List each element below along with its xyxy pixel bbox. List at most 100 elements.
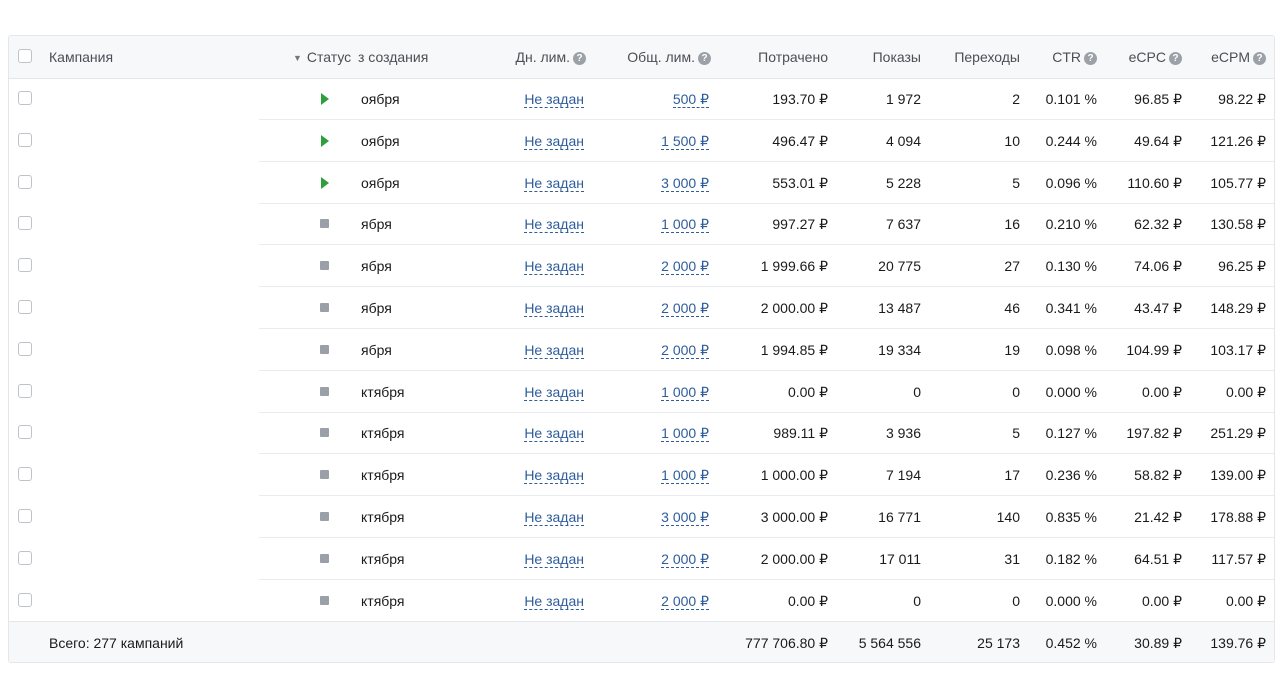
campaign-name[interactable] <box>49 580 249 622</box>
stop-icon[interactable] <box>320 219 329 229</box>
header-impressions[interactable]: Показы <box>872 49 921 65</box>
campaign-name[interactable] <box>49 496 249 538</box>
total-limit-link[interactable]: 2 000 ₽ <box>661 300 709 317</box>
daily-limit-link[interactable]: Не задан <box>524 550 584 568</box>
campaign-name[interactable] <box>49 412 249 454</box>
row-checkbox[interactable] <box>18 467 32 482</box>
table-row[interactable]: ября Не задан 2 000 ₽ 2 000.00 ₽ 13 487 46 0.3… <box>9 287 1274 329</box>
campaign-name[interactable] <box>49 329 249 371</box>
help-icon[interactable]: ? <box>1169 52 1182 65</box>
header-ctr[interactable]: CTR? <box>1052 36 1097 78</box>
select-all-checkbox[interactable] <box>18 49 32 63</box>
total-limit-link[interactable]: 1 500 ₽ <box>661 132 709 150</box>
total-limit-link[interactable]: 1 000 ₽ <box>661 425 709 443</box>
row-checkbox[interactable] <box>18 91 32 105</box>
campaign-name[interactable] <box>49 203 249 245</box>
stop-icon[interactable] <box>320 553 329 563</box>
header-daily-limit[interactable]: Дн. лим.? <box>516 36 586 78</box>
stop-icon[interactable] <box>320 261 329 271</box>
header-ecpm[interactable]: eCPM? <box>1211 36 1266 78</box>
row-checkbox[interactable] <box>18 550 32 565</box>
header-created[interactable]: з создания <box>358 49 429 65</box>
total-limit-link[interactable]: 2 000 ₽ <box>661 592 709 610</box>
help-icon[interactable]: ? <box>573 52 586 65</box>
daily-limit-link[interactable]: Не задан <box>524 509 584 526</box>
table-row[interactable]: оября Не задан 500 ₽ 193.70 ₽ 1 972 2 0.101 % 9… <box>9 78 1274 120</box>
table-row[interactable]: оября Не задан 3 000 ₽ 553.01 ₽ 5 228 5 0.096 … <box>9 162 1274 204</box>
total-limit-link[interactable]: 2 000 ₽ <box>661 258 709 276</box>
header-total-limit[interactable]: Общ. лим.? <box>627 36 711 78</box>
campaign-name[interactable] <box>49 538 249 580</box>
spent-value: 3 000.00 ₽ <box>760 509 828 525</box>
ecpc-value: 64.51 ₽ <box>1134 550 1182 567</box>
row-checkbox[interactable] <box>18 341 32 356</box>
daily-limit-link[interactable]: Не задан <box>524 300 584 317</box>
header-status[interactable]: ▼ Статус <box>293 36 351 78</box>
total-limit-link[interactable]: 1 000 ₽ <box>661 383 709 401</box>
total-limit-link[interactable]: 500 ₽ <box>672 91 709 108</box>
row-checkbox[interactable] <box>18 258 32 273</box>
row-checkbox[interactable] <box>18 300 32 314</box>
campaign-name[interactable] <box>49 287 249 329</box>
daily-limit-link[interactable]: Не задан <box>524 383 584 401</box>
row-checkbox[interactable] <box>18 425 32 440</box>
row-checkbox[interactable] <box>18 592 32 607</box>
header-spent[interactable]: Потрачено <box>758 49 828 65</box>
play-icon[interactable] <box>321 176 329 189</box>
daily-limit-link[interactable]: Не задан <box>524 341 584 359</box>
table-row[interactable]: ября Не задан 2 000 ₽ 1 994.85 ₽ 19 334 19 0.0… <box>9 329 1274 371</box>
table-row[interactable]: ктября Не задан 3 000 ₽ 3 000.00 ₽ 16 771 140… <box>9 496 1274 538</box>
play-icon[interactable] <box>321 93 329 105</box>
campaign-name[interactable] <box>49 454 249 496</box>
table-row[interactable]: ктября Не задан 2 000 ₽ 2 000.00 ₽ 17 011 31 0… <box>9 538 1274 580</box>
total-limit-link[interactable]: 2 000 ₽ <box>661 550 709 568</box>
campaign-name[interactable] <box>49 245 249 287</box>
campaign-name[interactable] <box>49 162 249 204</box>
campaign-name[interactable] <box>49 78 249 120</box>
play-icon[interactable] <box>321 134 329 147</box>
created-date: оября <box>361 174 400 191</box>
campaign-name[interactable] <box>49 371 249 413</box>
row-checkbox[interactable] <box>18 216 32 231</box>
stop-icon[interactable] <box>320 512 329 521</box>
daily-limit-link[interactable]: Не задан <box>524 216 584 234</box>
campaign-name[interactable] <box>49 120 249 162</box>
stop-icon[interactable] <box>320 303 329 312</box>
daily-limit-link[interactable]: Не задан <box>524 425 584 443</box>
total-limit-link[interactable]: 1 000 ₽ <box>661 467 709 485</box>
header-campaign[interactable]: Кампания <box>49 49 114 65</box>
daily-limit-link[interactable]: Не задан <box>524 258 584 276</box>
row-checkbox[interactable] <box>18 383 32 398</box>
total-limit-link[interactable]: 3 000 ₽ <box>661 509 709 526</box>
row-checkbox[interactable] <box>18 509 32 523</box>
daily-limit-link[interactable]: Не задан <box>524 467 584 485</box>
header-clicks[interactable]: Переходы <box>954 49 1020 65</box>
row-checkbox[interactable] <box>18 132 32 147</box>
table-row[interactable]: ября Не задан 2 000 ₽ 1 999.66 ₽ 20 775 27 0.1… <box>9 245 1274 288</box>
table-row[interactable]: ября Не задан 1 000 ₽ 997.27 ₽ 7 637 16 0.210 … <box>9 203 1274 246</box>
daily-limit-link[interactable]: Не задан <box>524 174 584 192</box>
help-icon[interactable]: ? <box>1253 52 1266 65</box>
row-checkbox[interactable] <box>18 174 32 189</box>
table-row[interactable]: ктября Не задан 1 000 ₽ 1 000.00 ₽ 7 194 17 0.… <box>9 454 1274 497</box>
stop-icon[interactable] <box>320 595 329 605</box>
total-limit-link[interactable]: 1 000 ₽ <box>661 216 709 234</box>
table-row[interactable]: ктября Не задан 1 000 ₽ 0.00 ₽ 0 0 0.000 % 0.00… <box>9 371 1274 413</box>
stop-icon[interactable] <box>320 386 329 396</box>
help-icon[interactable]: ? <box>1084 52 1097 65</box>
stop-icon[interactable] <box>320 344 329 354</box>
daily-limit-link[interactable]: Не задан <box>524 592 584 610</box>
stop-icon[interactable] <box>320 428 329 438</box>
total-limit-link[interactable]: 3 000 ₽ <box>661 174 709 192</box>
daily-limit-link[interactable]: Не задан <box>524 132 584 150</box>
stop-icon[interactable] <box>320 470 329 480</box>
table-row[interactable]: оября Не задан 1 500 ₽ 496.47 ₽ 4 094 10 0.244… <box>9 120 1274 162</box>
ctr-value: 0.210 % <box>1045 216 1097 233</box>
table-row[interactable]: ктября Не задан 2 000 ₽ 0.00 ₽ 0 0 0.000 % 0.00… <box>9 580 1274 622</box>
help-icon[interactable]: ? <box>698 52 711 65</box>
table-row[interactable]: ктября Не задан 1 000 ₽ 989.11 ₽ 3 936 5 0.127… <box>9 412 1274 455</box>
total-limit-link[interactable]: 2 000 ₽ <box>661 341 709 359</box>
daily-limit-link[interactable]: Не задан <box>524 91 584 108</box>
clicks-value: 46 <box>1004 300 1020 316</box>
header-ecpc[interactable]: eCPC? <box>1129 36 1182 78</box>
